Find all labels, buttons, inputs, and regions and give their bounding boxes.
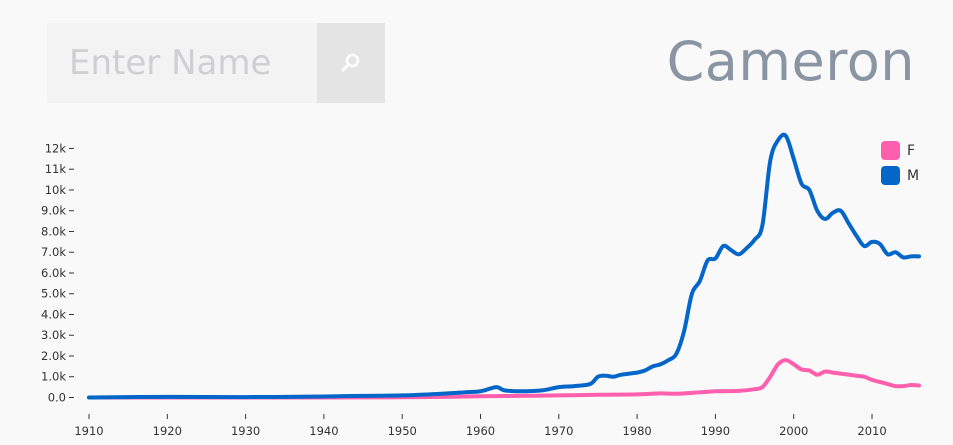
- x-tick-label: 1970: [544, 424, 573, 438]
- y-tick-label: 8.0k: [41, 224, 66, 238]
- y-tick-label: 9.0k: [41, 204, 66, 218]
- y-tick-label: 2.0k: [41, 349, 66, 363]
- page-title: Cameron: [666, 30, 915, 93]
- search-icon: [341, 53, 360, 72]
- x-tick-label: 1950: [388, 424, 417, 438]
- x-tick-label: 1930: [231, 424, 260, 438]
- legend-swatch-f: [881, 141, 900, 160]
- legend-swatch-m: [881, 166, 900, 185]
- y-tick-label: 4.0k: [41, 307, 66, 321]
- search-button[interactable]: [317, 23, 385, 103]
- x-tick-label: 2010: [857, 424, 886, 438]
- search-input[interactable]: [47, 23, 317, 103]
- y-tick-label: 10k: [45, 183, 67, 197]
- x-tick-label: 1990: [701, 424, 730, 438]
- x-tick-label: 1910: [74, 424, 103, 438]
- x-tick-label: 1960: [466, 424, 495, 438]
- legend-label-m: M: [907, 167, 920, 184]
- y-tick-label: 6.0k: [41, 266, 66, 280]
- legend-item-m[interactable]: M: [881, 163, 919, 188]
- y-tick-label: 11k: [45, 162, 67, 176]
- y-tick-label: 3.0k: [41, 328, 66, 342]
- series-line-m: [87, 132, 921, 400]
- y-tick-label: 0.0: [48, 391, 66, 405]
- y-tick-label: 7.0k: [41, 245, 66, 259]
- legend-label-f: F: [907, 142, 916, 159]
- x-tick-label: 1980: [622, 424, 651, 438]
- y-tick-label: 1.0k: [41, 370, 66, 384]
- series-line-f: [87, 358, 921, 400]
- y-tick-label: 12k: [45, 141, 67, 155]
- legend: F M: [881, 138, 919, 188]
- x-tick-label: 1920: [153, 424, 182, 438]
- x-tick-label: 1940: [309, 424, 338, 438]
- search-bar: [47, 23, 385, 103]
- line-chart: 0.0 1.0k 2.0k 3.0k 4.0k 5.0k 6.0k 7.0k 8.0k 9.0k 1…: [41, 132, 921, 438]
- x-tick-label: 2000: [779, 424, 808, 438]
- y-tick-label: 5.0k: [41, 287, 66, 301]
- legend-item-f[interactable]: F: [881, 138, 919, 163]
